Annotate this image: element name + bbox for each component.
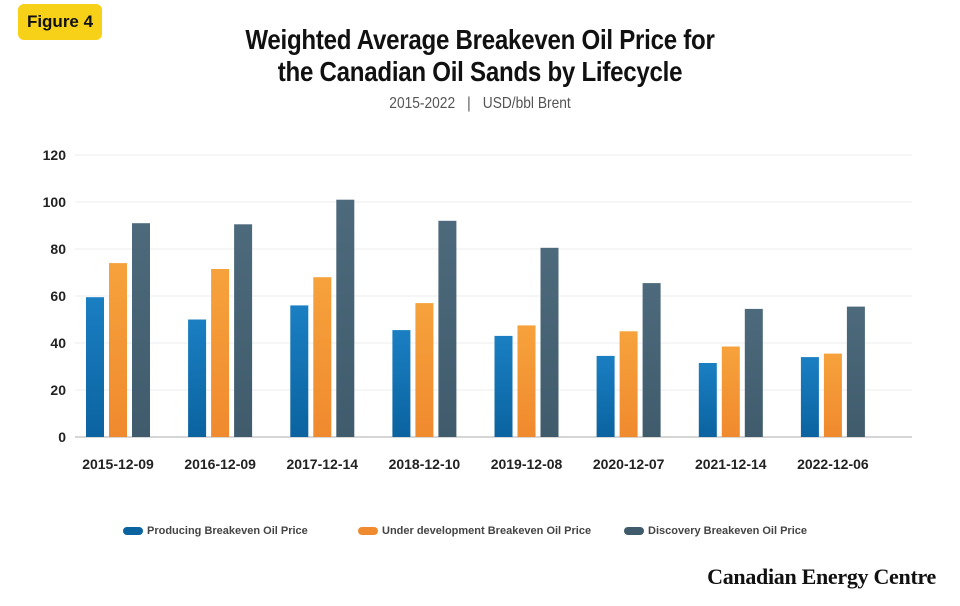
bar-producing	[290, 305, 309, 437]
y-axis-ticks: 0 20 40 60 80 100 120	[43, 147, 67, 445]
bar-discovery	[132, 223, 150, 437]
legend-label: Producing Breakeven Oil Price	[147, 525, 308, 537]
legend-swatch	[123, 527, 143, 535]
bar-discovery	[744, 308, 763, 437]
x-tick-label: 2017-12-14	[286, 456, 358, 472]
bar-discovery	[438, 220, 457, 437]
bar-under-development	[415, 303, 434, 437]
bar-discovery	[336, 199, 355, 437]
bar-discovery	[846, 306, 865, 437]
bar-producing	[86, 297, 104, 437]
x-axis-ticks: 2015-12-09 2016-12-09 2017-12-14 2018-12-10…	[82, 456, 869, 472]
y-tick-label: 60	[50, 288, 66, 304]
bar-under-development	[109, 263, 127, 437]
y-tick-label: 120	[43, 147, 67, 163]
bar-producing	[494, 335, 513, 437]
legend-swatch	[624, 527, 644, 535]
bar-discovery	[234, 224, 253, 437]
chart-title-line-2: the Canadian Oil Sands by Lifecycle	[277, 56, 683, 87]
chart-title-line-1: Weighted Average Breakeven Oil Price for	[245, 24, 715, 55]
bar-under-development	[619, 331, 638, 438]
x-tick-label: 2021-12-14	[695, 456, 767, 472]
bar-under-development	[313, 277, 332, 437]
bar-under-development	[721, 346, 740, 437]
legend-label: Under development Breakeven Oil Price	[382, 525, 592, 537]
x-tick-label: 2016-12-09	[184, 456, 256, 472]
legend-item: Under development Breakeven Oil Price	[358, 525, 591, 537]
y-tick-label: 80	[50, 241, 66, 257]
bar-producing	[800, 357, 819, 437]
bar-producing	[596, 355, 615, 437]
bar-discovery	[642, 283, 661, 437]
y-tick-label: 100	[43, 194, 67, 210]
legend-label: Discovery Breakeven Oil Price	[648, 525, 807, 537]
legend-item: Discovery Breakeven Oil Price	[624, 525, 807, 537]
x-tick-label: 2022-12-06	[797, 456, 869, 472]
legend: Producing Breakeven Oil Price Under devel…	[0, 525, 960, 545]
bars	[86, 199, 865, 438]
bar-under-development	[823, 353, 842, 437]
x-tick-label: 2018-12-10	[389, 456, 461, 472]
bar-producing	[698, 363, 717, 437]
subtitle-period: 2015-2022	[389, 95, 456, 112]
bar-discovery	[540, 247, 559, 437]
bar-producing	[188, 319, 207, 437]
y-tick-label: 40	[50, 335, 66, 351]
x-tick-label: 2019-12-08	[491, 456, 563, 472]
x-tick-label: 2015-12-09	[82, 456, 154, 472]
bar-under-development	[211, 269, 230, 437]
chart-title: Weighted Average Breakeven Oil Price for…	[67, 24, 893, 88]
brand-logo: Canadian Energy Centre	[707, 564, 936, 589]
legend-item: Producing Breakeven Oil Price	[123, 525, 308, 537]
subtitle-separator: |	[467, 95, 471, 112]
legend-swatch	[358, 527, 378, 535]
figure-badge: Figure 4	[18, 4, 102, 40]
chart-subtitle: 2015-2022 | USD/bbl Brent	[67, 95, 893, 113]
y-tick-label: 20	[50, 382, 66, 398]
x-tick-label: 2020-12-07	[593, 456, 665, 472]
y-tick-label: 0	[58, 429, 66, 445]
bar-producing	[392, 330, 411, 437]
subtitle-unit: USD/bbl Brent	[482, 95, 571, 112]
bar-under-development	[517, 325, 536, 437]
